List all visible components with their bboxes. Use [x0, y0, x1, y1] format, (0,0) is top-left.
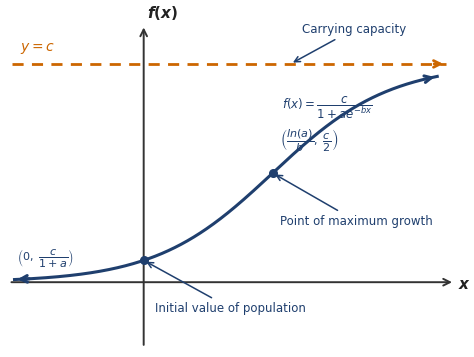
Text: $y = c$: $y = c$ — [20, 41, 55, 56]
Text: $\boldsymbol{f(x)}$: $\boldsymbol{f(x)}$ — [146, 4, 178, 22]
Text: Initial value of population: Initial value of population — [147, 262, 306, 315]
Text: $\left(0,\ \dfrac{c}{1+a}\right)$: $\left(0,\ \dfrac{c}{1+a}\right)$ — [18, 247, 74, 269]
Text: Carrying capacity: Carrying capacity — [294, 22, 406, 62]
Text: Point of maximum growth: Point of maximum growth — [276, 175, 432, 227]
Text: $\left(\dfrac{\mathit{ln}(a)}{b},\ \dfrac{c}{2}\right)$: $\left(\dfrac{\mathit{ln}(a)}{b},\ \dfra… — [280, 127, 338, 154]
Text: $f(x) = \dfrac{c}{1 + ae^{-bx}}$: $f(x) = \dfrac{c}{1 + ae^{-bx}}$ — [282, 95, 373, 121]
Text: $\boldsymbol{x}$: $\boldsymbol{x}$ — [458, 277, 471, 292]
